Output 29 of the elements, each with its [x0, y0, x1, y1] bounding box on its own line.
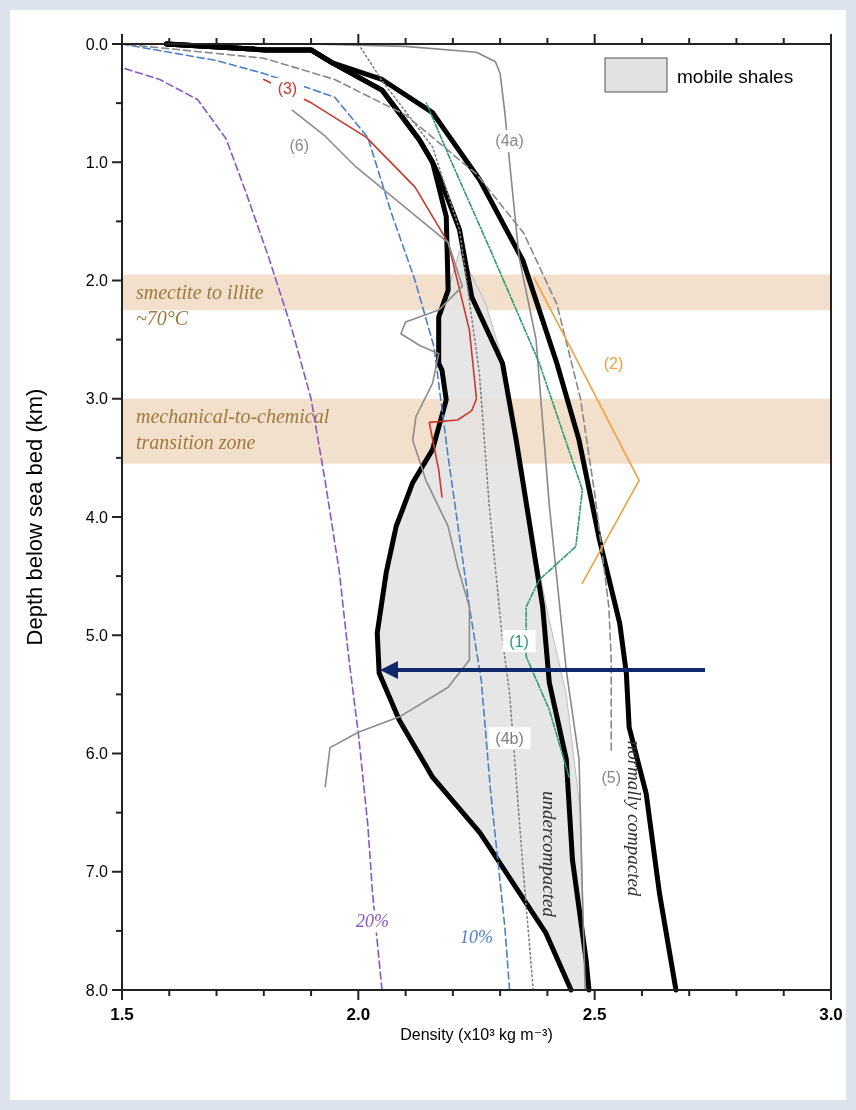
x-tick-label: 3.0: [819, 1005, 843, 1024]
text: undercompacted: [539, 791, 561, 918]
series-label: (3): [277, 80, 298, 98]
legend-label: mobile shales: [677, 65, 794, 87]
y-tick-label: 2.0: [85, 272, 109, 289]
x-tick-label: 2.5: [582, 1005, 607, 1024]
series-label: 20%: [356, 911, 390, 932]
series-label: (4b): [495, 729, 524, 747]
y-tick-label: 6.0: [85, 745, 109, 762]
x-tick-label: 2.0: [346, 1005, 371, 1024]
y-axis-title: Depth below sea bed (km): [22, 388, 47, 646]
series-label: (4a): [495, 132, 524, 150]
y-tick-label: 4.0: [85, 508, 109, 526]
y-tick-label: 1.0: [85, 153, 109, 171]
y-tick-label: 7.0: [85, 863, 109, 881]
band-label: smectite to illite ~70°C: [136, 280, 264, 329]
series-label: (6): [289, 137, 310, 155]
x-tick-label: 1.5: [110, 1005, 134, 1024]
series-label: (5): [601, 768, 621, 786]
y-tick-label: 8.0: [85, 981, 109, 999]
series-label: 10%: [460, 926, 493, 947]
y-tick-label: 0.0: [85, 35, 109, 53]
x-axis-title: Density (x10³ kg m⁻³): [400, 1026, 553, 1043]
series-label: (2): [603, 354, 624, 372]
text: normally compacted: [624, 740, 646, 897]
y-tick-label: 3.0: [85, 390, 109, 408]
y-tick-label: 5.0: [85, 626, 109, 644]
series-label: (1): [509, 632, 529, 650]
band-label: mechanical-to-chemical transition zone: [136, 404, 330, 453]
